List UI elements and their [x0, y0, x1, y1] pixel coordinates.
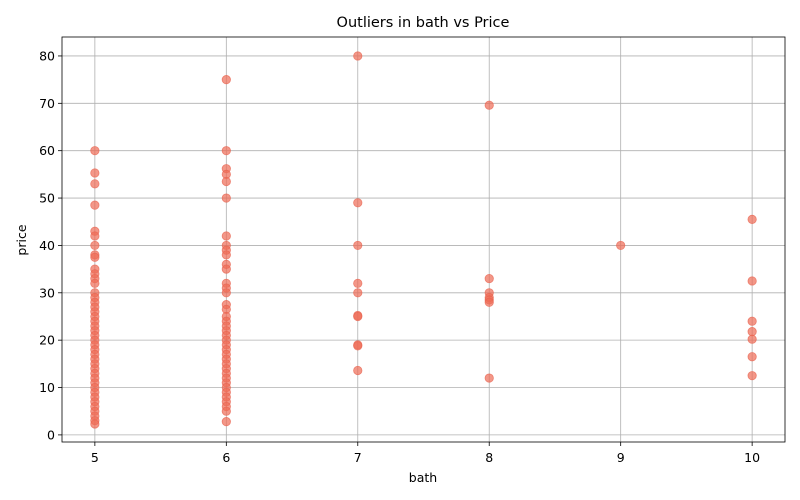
data-point [221, 176, 231, 187]
data-point [353, 278, 363, 288]
data-point [221, 288, 231, 298]
y-tick-label: 20 [39, 333, 55, 348]
y-tick-label: 70 [39, 96, 55, 111]
y-tick-label: 0 [47, 427, 55, 442]
chart-title: Outliers in bath vs Price [337, 15, 510, 31]
data-point [221, 231, 231, 241]
data-point [747, 327, 757, 337]
data-point [221, 406, 231, 416]
data-point [90, 146, 100, 156]
data-point [90, 278, 100, 288]
y-axis-label: price [14, 224, 29, 255]
y-tick-label: 10 [39, 380, 55, 395]
data-point [221, 264, 231, 274]
y-tick-label: 60 [39, 143, 55, 158]
data-point [90, 252, 100, 262]
data-point [353, 341, 363, 351]
data-point [484, 273, 494, 284]
data-point [616, 240, 626, 251]
data-point [484, 373, 494, 383]
y-tick-label: 80 [39, 48, 55, 63]
data-point [90, 168, 100, 178]
data-point [747, 276, 757, 286]
data-point [90, 200, 100, 210]
x-axis-label: bath [409, 470, 437, 485]
x-tick-label: 6 [222, 450, 230, 465]
data-point [221, 193, 231, 203]
y-tick-label: 50 [39, 191, 55, 206]
y-tick-label: 40 [39, 238, 55, 253]
data-point [221, 417, 231, 427]
data-point [747, 334, 757, 344]
axis-ticks: 5 6 7 8 9 10 0 10 20 30 40 50 60 70 80 [39, 48, 760, 465]
x-tick-label: 10 [744, 450, 760, 465]
x-tick-label: 5 [91, 450, 99, 465]
data-point [353, 198, 363, 208]
y-tick-label: 30 [39, 285, 55, 300]
data-point [353, 288, 363, 298]
data-points [90, 51, 757, 429]
data-point [221, 146, 231, 156]
grid-lines [62, 37, 785, 442]
plot-frame [61, 36, 786, 443]
data-point [221, 250, 231, 260]
data-point [90, 419, 100, 429]
data-point [221, 75, 231, 85]
data-point [747, 352, 757, 362]
data-point [90, 240, 100, 251]
data-point [353, 311, 363, 322]
data-point [747, 316, 757, 326]
data-point [484, 100, 494, 110]
data-point [353, 51, 363, 61]
data-point [90, 231, 100, 241]
data-point [353, 365, 363, 376]
x-tick-label: 7 [354, 450, 362, 465]
data-point [353, 240, 363, 251]
data-point [747, 371, 757, 381]
data-point [90, 179, 100, 189]
data-point [747, 214, 757, 224]
x-tick-label: 9 [617, 450, 625, 465]
data-point [484, 297, 494, 307]
x-tick-label: 8 [485, 450, 493, 465]
